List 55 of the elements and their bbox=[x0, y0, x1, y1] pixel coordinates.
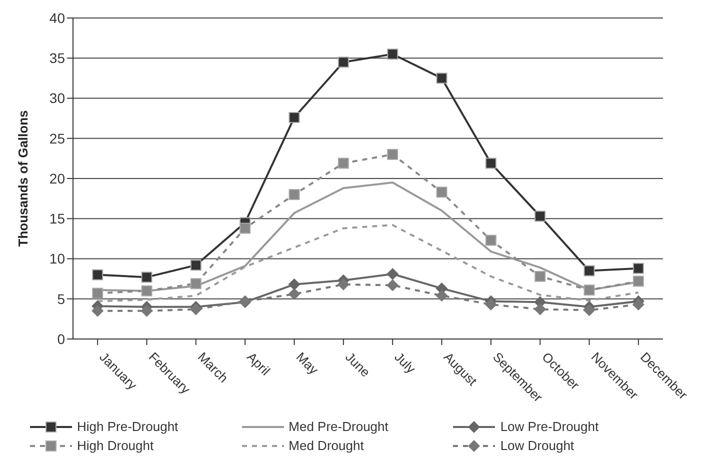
y-axis-title: Thousands of Gallons bbox=[16, 110, 31, 247]
point bbox=[141, 285, 152, 296]
legend-label: Med Drought bbox=[288, 438, 364, 453]
point bbox=[338, 56, 349, 68]
point bbox=[190, 303, 202, 316]
point bbox=[583, 304, 596, 316]
point bbox=[485, 234, 496, 246]
point bbox=[584, 284, 595, 296]
y-tick-label: 25 bbox=[49, 130, 66, 146]
point bbox=[484, 298, 497, 310]
point bbox=[190, 278, 202, 290]
point bbox=[141, 272, 152, 283]
x-tick-label: July bbox=[392, 349, 419, 377]
point bbox=[584, 265, 595, 276]
y-tick-label: 35 bbox=[49, 50, 66, 66]
legend-label: High Pre-Drought bbox=[77, 419, 178, 434]
point bbox=[387, 148, 398, 160]
point bbox=[534, 210, 546, 222]
point bbox=[240, 222, 251, 234]
point bbox=[92, 269, 104, 280]
legend-label: Low Pre-Drought bbox=[500, 419, 599, 434]
point bbox=[485, 158, 496, 169]
point bbox=[534, 303, 546, 316]
x-tick-label: April bbox=[244, 349, 274, 378]
legend-label: High Drought bbox=[77, 438, 154, 453]
point bbox=[92, 304, 104, 317]
x-tick-label: May bbox=[293, 349, 322, 378]
legend-label: Med Pre-Drought bbox=[288, 419, 388, 434]
point bbox=[436, 186, 448, 198]
legend-label: Low Drought bbox=[500, 438, 574, 453]
point bbox=[386, 279, 399, 292]
point bbox=[337, 278, 350, 290]
point bbox=[288, 288, 300, 300]
y-tick-label: 5 bbox=[57, 290, 66, 307]
point bbox=[92, 288, 104, 299]
y-tick-label: 0 bbox=[57, 330, 66, 347]
point bbox=[436, 290, 448, 302]
point bbox=[436, 72, 448, 84]
point bbox=[288, 189, 300, 200]
y-tick-label: 30 bbox=[49, 90, 66, 106]
point bbox=[338, 158, 349, 169]
point bbox=[386, 268, 399, 280]
point bbox=[288, 112, 300, 124]
point bbox=[190, 260, 202, 271]
y-tick-label: 10 bbox=[49, 250, 66, 267]
point bbox=[632, 276, 644, 287]
point bbox=[387, 48, 398, 60]
point bbox=[632, 262, 644, 274]
y-tick-label: 20 bbox=[49, 170, 66, 186]
point bbox=[534, 270, 546, 282]
y-tick-label: 15 bbox=[49, 210, 66, 227]
point bbox=[140, 304, 153, 317]
point bbox=[288, 278, 300, 290]
point bbox=[632, 298, 644, 310]
y-tick-label: 40 bbox=[49, 10, 66, 26]
